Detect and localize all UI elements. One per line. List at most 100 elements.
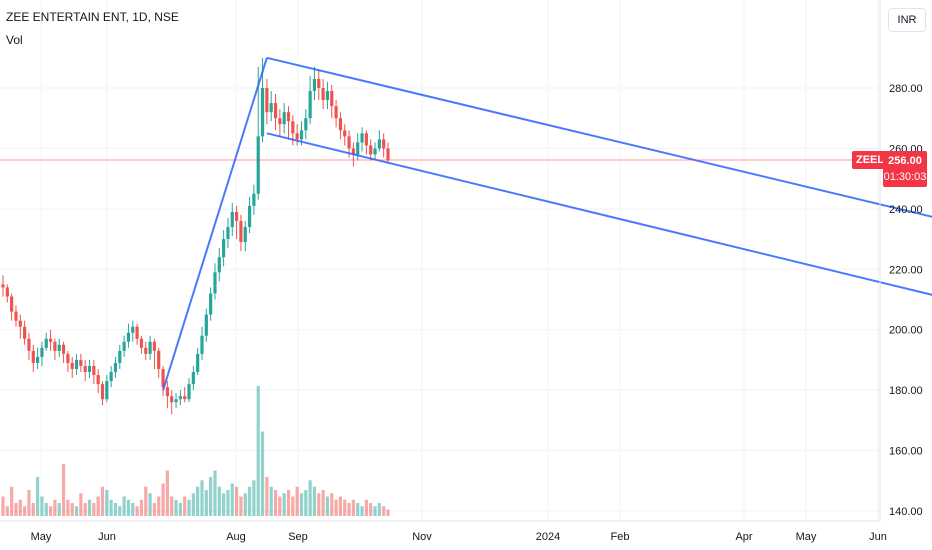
volume-bar xyxy=(40,496,44,516)
candle xyxy=(295,124,299,146)
impulse-trend-line[interactable] xyxy=(162,57,268,391)
candle xyxy=(48,329,53,351)
candle xyxy=(373,142,377,161)
candle xyxy=(178,390,182,406)
candle xyxy=(239,214,243,252)
candle xyxy=(256,66,260,200)
volume-bar xyxy=(360,506,364,516)
candle xyxy=(170,390,174,415)
candle xyxy=(5,284,9,303)
volume-bar xyxy=(230,483,234,516)
volume-bar xyxy=(23,506,27,516)
volume-bar xyxy=(31,503,35,516)
price-tick-label: 240.00 xyxy=(889,204,923,216)
candle xyxy=(213,263,217,300)
volume-bar xyxy=(183,496,187,516)
trend-channel[interactable] xyxy=(162,56,932,391)
volume-bar xyxy=(334,499,338,516)
candle xyxy=(265,78,269,125)
volume-bar xyxy=(126,499,131,516)
time-axis[interactable]: May Jun Aug Sep Nov 2024 Feb Apr May Jun xyxy=(31,531,887,543)
candle xyxy=(317,69,321,101)
volume-bar xyxy=(27,490,31,516)
volume-bar xyxy=(247,486,252,516)
candle xyxy=(308,75,312,125)
volume-bar xyxy=(157,496,161,516)
candle xyxy=(14,305,18,327)
volume-bar xyxy=(131,503,135,516)
symbol-title[interactable]: ZEE ENTERTAIN ENT, 1D, NSE xyxy=(6,10,179,24)
candle xyxy=(187,378,191,403)
volume-bar xyxy=(148,493,152,516)
candle xyxy=(382,133,386,158)
candle xyxy=(66,350,70,373)
volume-bar xyxy=(200,480,204,516)
channel-upper-line[interactable] xyxy=(266,56,932,251)
candle xyxy=(338,112,343,140)
volume-bar xyxy=(321,490,325,516)
last-price-badge: 256.00 01:30:03 xyxy=(883,151,927,187)
candle xyxy=(92,359,96,385)
volume-bar xyxy=(135,506,139,516)
volume-bar xyxy=(44,503,48,516)
candle xyxy=(269,91,273,122)
volume-bar xyxy=(161,483,165,516)
volume-bar xyxy=(113,503,118,516)
time-tick-label: May xyxy=(796,531,817,543)
volume-bar xyxy=(299,493,304,516)
volume-bar xyxy=(386,509,390,516)
bar-countdown: 01:30:03 xyxy=(883,171,927,183)
volume-bar xyxy=(53,499,57,516)
volume-bar xyxy=(118,506,122,516)
volume-bar xyxy=(291,496,295,516)
volume-bar xyxy=(222,493,226,516)
price-axis[interactable]: 280.00260.00240.00220.00200.00180.00160.… xyxy=(889,83,923,518)
volume-bar xyxy=(191,493,195,516)
candle xyxy=(105,375,109,403)
candle xyxy=(1,275,5,297)
time-tick-label: Apr xyxy=(735,531,752,543)
volume-bar xyxy=(57,503,61,516)
candle xyxy=(174,393,178,409)
candle xyxy=(126,323,131,348)
volume-bar xyxy=(96,496,100,516)
candle xyxy=(44,332,48,351)
price-tick-label: 180.00 xyxy=(889,385,923,397)
volume-bar xyxy=(100,486,105,516)
volume-bar xyxy=(269,486,273,516)
channel-lower-line[interactable] xyxy=(266,132,932,329)
time-tick-label: Aug xyxy=(226,531,246,543)
volume-bar xyxy=(61,464,66,516)
volume-bar xyxy=(122,496,126,516)
volume-bar xyxy=(304,490,308,516)
candle xyxy=(243,220,247,252)
candle xyxy=(183,387,187,403)
currency-button[interactable]: INR xyxy=(888,8,926,32)
candle xyxy=(273,94,278,131)
volume-bar xyxy=(234,486,239,516)
volume-bar xyxy=(217,486,221,516)
grid-lines xyxy=(0,0,880,521)
volume-bars xyxy=(1,386,390,516)
candle xyxy=(360,127,364,152)
volume-bar xyxy=(74,506,79,516)
volume-bar xyxy=(347,503,351,516)
volume-bar xyxy=(308,480,312,516)
candle xyxy=(139,335,144,354)
candle xyxy=(31,344,35,373)
price-tick-label: 220.00 xyxy=(889,264,923,276)
candle xyxy=(343,124,347,146)
candle xyxy=(364,130,368,155)
candle xyxy=(36,347,40,369)
volume-bar xyxy=(295,486,299,516)
candle xyxy=(209,287,213,321)
volume-indicator-label[interactable]: Vol xyxy=(6,33,23,47)
volume-bar xyxy=(10,486,14,516)
candle xyxy=(312,66,317,101)
volume-bar xyxy=(343,499,347,516)
time-tick-label: Jun xyxy=(869,531,887,543)
candle xyxy=(18,314,22,339)
candle xyxy=(234,205,239,240)
volume-bar xyxy=(239,496,243,516)
